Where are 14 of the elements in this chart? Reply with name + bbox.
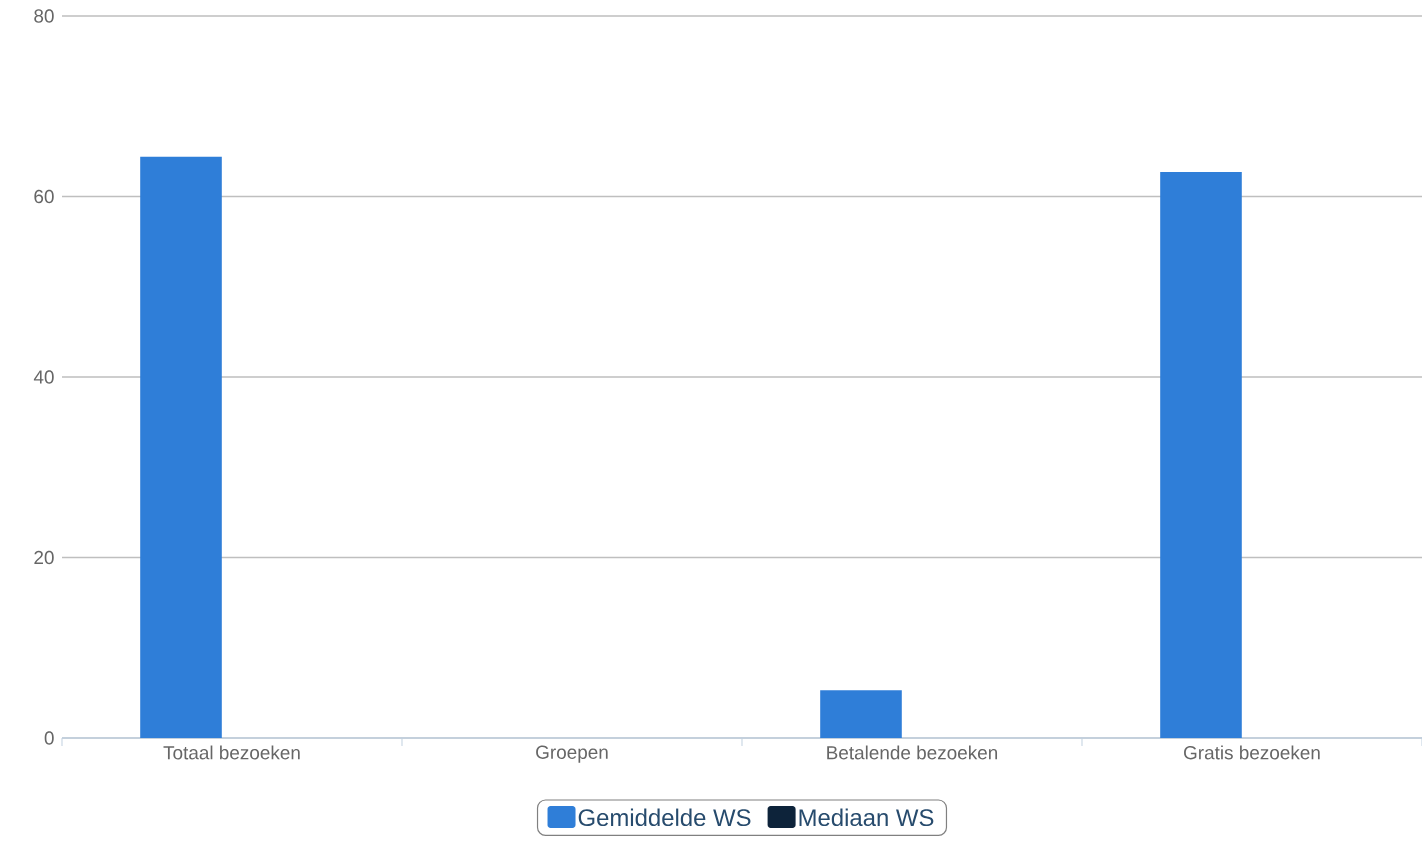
x-tick-label: Groepen — [536, 745, 608, 763]
y-tick-label: 20 — [34, 550, 54, 565]
y-tick-label: 0 — [44, 731, 54, 745]
y-tick-label: 60 — [34, 189, 54, 204]
bar — [140, 156, 222, 738]
legend-label: Gemiddelde WS — [578, 808, 751, 827]
bar — [820, 690, 902, 738]
bar — [1160, 172, 1242, 738]
y-tick-label: 40 — [33, 370, 54, 384]
y-tick-label: 80 — [34, 9, 54, 23]
x-tick-label: Gratis bezoeken — [1184, 745, 1320, 760]
x-tick-label: Totaal bezoeken — [163, 745, 300, 760]
x-tick-label: Betalende bezoeken — [827, 745, 998, 760]
legend-label: Mediaan WS — [799, 808, 934, 827]
